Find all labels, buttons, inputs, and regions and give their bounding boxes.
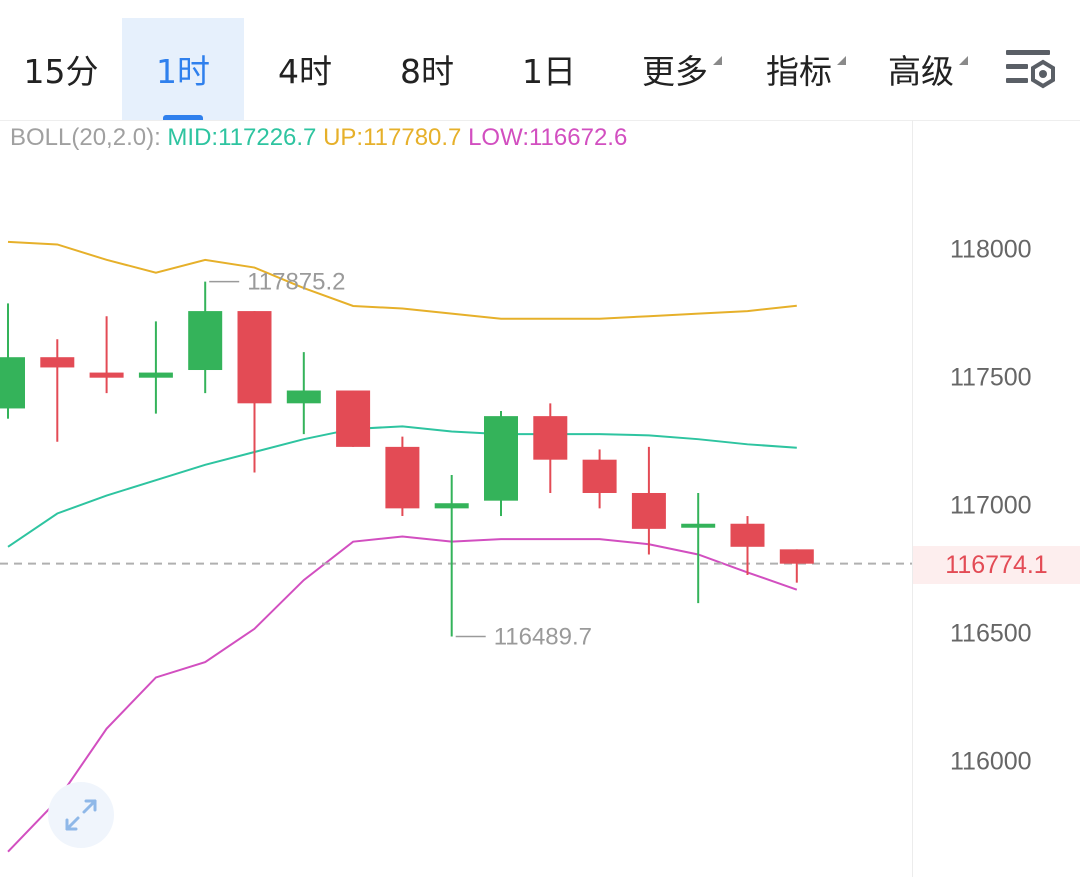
tab-4h-label: 4时: [278, 52, 332, 91]
boll-legend[interactable]: BOLL(20,2.0): MID:117226.7 UP:117780.7 L…: [10, 124, 627, 152]
chart-settings-icon[interactable]: [1000, 40, 1060, 100]
candle-up: [484, 416, 518, 501]
tab-1h[interactable]: 1时: [122, 18, 244, 120]
expand-chart-button[interactable]: [48, 782, 114, 848]
candle-down: [385, 446, 420, 509]
candle-down: [40, 357, 75, 368]
high-annotation-label: 117875.2: [247, 269, 345, 296]
boll-upper-line: [7, 240, 797, 320]
chart-settings-glyph: [1006, 50, 1055, 89]
tab-indicators-wrap: 指标: [766, 45, 846, 93]
price-axis-divider: [912, 120, 913, 877]
candlestick-chart[interactable]: 117875.2 116489.7: [0, 120, 912, 877]
tab-15min-label: 15分: [23, 52, 99, 91]
tab-1d[interactable]: 1日: [488, 18, 610, 120]
candle-up: [681, 523, 716, 528]
tab-1h-label: 1时: [156, 52, 210, 91]
candle-down: [336, 390, 371, 447]
low-annotation-label: 116489.7: [494, 624, 592, 651]
candle-up: [138, 372, 173, 378]
tab-indicators-dropdown[interactable]: 指标: [744, 18, 854, 120]
candle-down: [237, 311, 272, 404]
candle-up: [0, 357, 25, 409]
boll-up-value: UP:117780.7: [323, 124, 462, 151]
tab-8h[interactable]: 8时: [366, 18, 488, 120]
candle-down: [779, 549, 814, 564]
price-tick-label: 116000: [950, 747, 1032, 776]
active-tab-indicator: [163, 115, 203, 120]
tab-15min[interactable]: 15分: [0, 18, 122, 120]
tab-advanced-wrap: 高级: [888, 45, 968, 93]
tab-indicators-label: 指标: [766, 52, 832, 91]
tab-more-label: 更多: [642, 52, 708, 91]
price-tick-label: 116500: [950, 619, 1032, 648]
boll-name: BOLL(20,2.0):: [10, 124, 161, 151]
candle-down: [89, 372, 124, 378]
boll-lower-line: [7, 535, 798, 853]
candle-up: [434, 503, 469, 509]
candle-down: [730, 523, 765, 547]
tab-1d-label: 1日: [522, 52, 576, 91]
tab-more-dropdown[interactable]: 更多: [620, 18, 730, 120]
candle-down: [533, 416, 568, 460]
price-tick-label: 118000: [950, 235, 1032, 264]
candle-up: [188, 311, 223, 371]
candle-down: [582, 459, 617, 493]
tab-advanced-label: 高级: [888, 52, 954, 91]
tab-more-wrap: 更多: [642, 45, 722, 93]
candle-up: [286, 390, 321, 404]
tab-8h-label: 8时: [400, 52, 454, 91]
dropdown-corner-icon: [959, 56, 968, 65]
boll-mid-line: [7, 425, 797, 548]
price-tick-label: 117500: [950, 363, 1032, 392]
dropdown-corner-icon: [837, 56, 846, 65]
boll-low-value: LOW:116672.6: [468, 124, 628, 151]
tab-4h[interactable]: 4时: [244, 18, 366, 120]
tab-advanced-dropdown[interactable]: 高级: [866, 18, 976, 120]
dropdown-corner-icon: [713, 56, 722, 65]
price-tick-label: 117000: [950, 491, 1032, 520]
interval-tab-bar: 15分 1时 4时 8时 1日 更多 指标 高级: [0, 0, 1080, 121]
boll-mid-value: MID:117226.7: [167, 124, 317, 151]
expand-arrows-icon: [65, 799, 97, 831]
candle-down: [631, 492, 666, 529]
current-price-tag: 116774.1: [913, 546, 1080, 584]
